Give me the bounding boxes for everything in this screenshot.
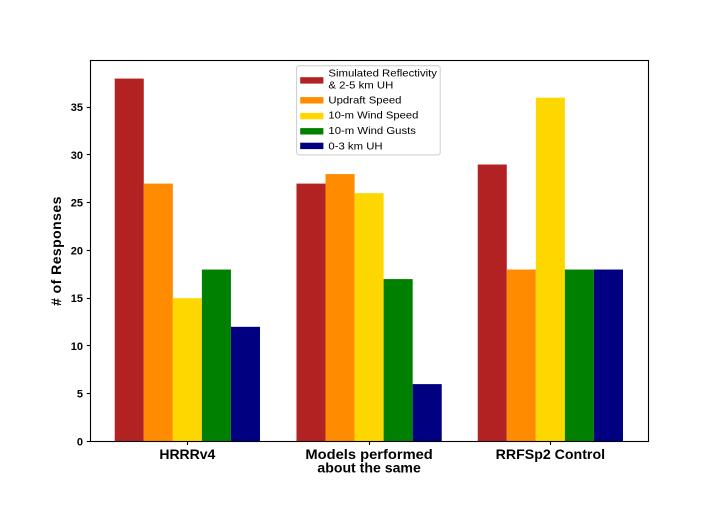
svg-text:& 2-5 km UH: & 2-5 km UH — [328, 81, 393, 92]
svg-text:35: 35 — [71, 102, 83, 114]
svg-text:HRRRv4: HRRRv4 — [159, 446, 215, 462]
svg-text:20: 20 — [71, 245, 83, 257]
svg-text:5: 5 — [77, 389, 83, 401]
svg-text:Simulated Reflectivity: Simulated Reflectivity — [328, 69, 438, 80]
svg-text:0-3 km UH: 0-3 km UH — [328, 141, 382, 152]
svg-text:Updraft Speed: Updraft Speed — [328, 96, 401, 107]
svg-text:10-m Wind Gusts: 10-m Wind Gusts — [328, 126, 416, 137]
svg-text:0: 0 — [77, 436, 83, 448]
svg-text:25: 25 — [71, 198, 83, 210]
svg-text:about the same: about the same — [317, 460, 421, 476]
svg-text:RRFSp2 Control: RRFSp2 Control — [496, 446, 605, 462]
svg-text:Models performed: Models performed — [305, 446, 432, 462]
svg-text:10-m Wind Speed: 10-m Wind Speed — [328, 111, 418, 122]
svg-text:15: 15 — [71, 293, 83, 305]
svg-text:10: 10 — [71, 341, 83, 353]
svg-text:# of Responses: # of Responses — [48, 196, 64, 306]
svg-text:30: 30 — [71, 150, 83, 162]
